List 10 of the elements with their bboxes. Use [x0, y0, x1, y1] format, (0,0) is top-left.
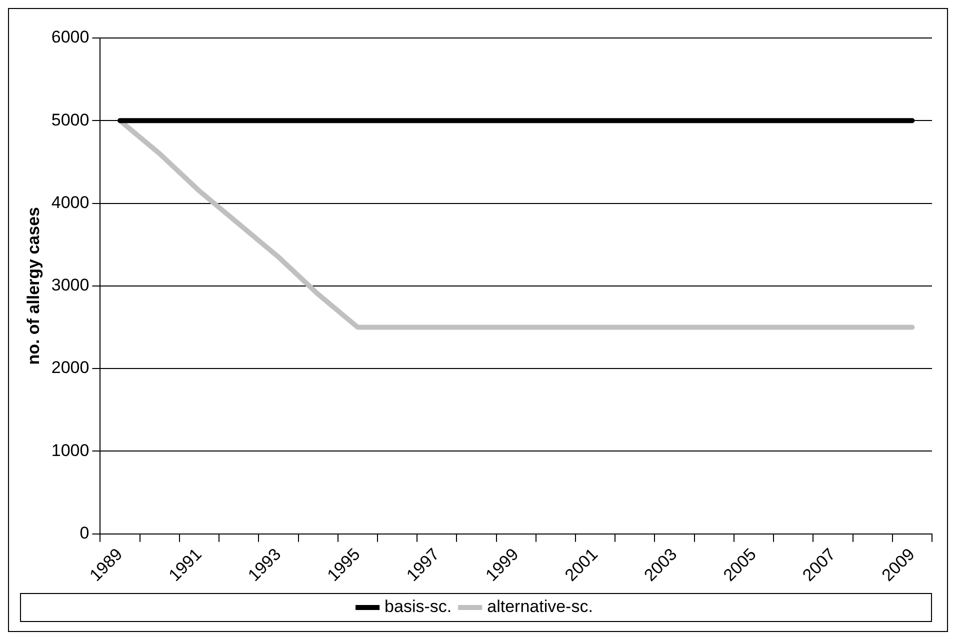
- y-tick-label: 3000: [51, 276, 90, 295]
- legend-label: basis-sc.: [384, 597, 452, 616]
- y-tick-label: 6000: [51, 28, 90, 47]
- y-tick-label: 5000: [51, 110, 90, 130]
- legend-label: alternative-sc.: [487, 597, 593, 616]
- y-tick-label: 2000: [51, 358, 90, 378]
- y-tick-label: 4000: [51, 192, 90, 212]
- y-tick-label: 0: [80, 524, 90, 543]
- y-tick-label: 1000: [51, 440, 90, 460]
- y-axis-title: no. of allergy cases: [24, 207, 43, 365]
